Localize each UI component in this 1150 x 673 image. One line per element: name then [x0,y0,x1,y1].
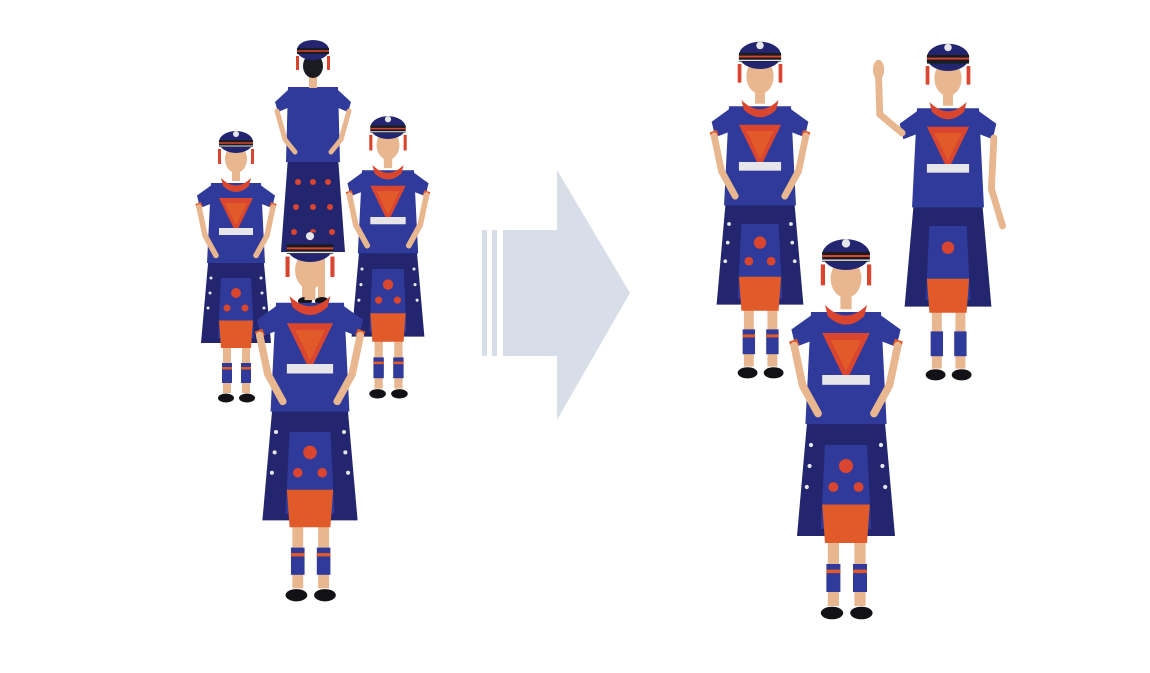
right-arrow-icon [482,170,630,420]
